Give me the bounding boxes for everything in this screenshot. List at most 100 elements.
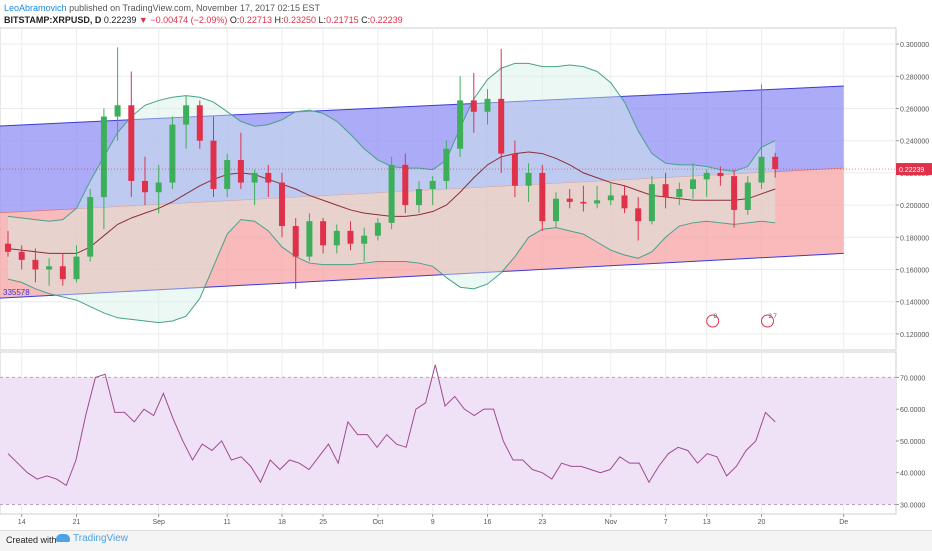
x-tick-label: 14 [18,519,26,526]
x-tick-label: 21 [73,519,81,526]
y-tick-label: 0.260000 [900,107,929,114]
y-tick-label: 0.120000 [900,332,929,339]
candle [279,182,285,227]
candle [607,195,614,201]
candle [251,172,258,183]
candle [347,230,354,244]
candle [333,230,340,246]
x-tick-label: 11 [224,519,231,526]
x-tick-label: 9 [431,519,435,526]
rsi-tick-label: 40.0000 [900,471,925,478]
event-flag-icon [706,314,720,328]
candle [662,184,669,198]
candle [224,160,231,189]
candle [429,180,436,189]
candle [5,243,11,252]
high-label: H: [274,15,284,25]
candle [511,153,518,186]
candle [731,176,738,210]
candle [443,148,450,181]
created-with-label: Created with [6,535,57,545]
candle [87,197,94,257]
side-value-label: 335578 [3,288,30,297]
last-price-tag-label: 0.22239 [899,167,924,174]
candle [703,172,710,180]
event-flag-label: 8 [714,314,718,320]
event-flag-icon [761,314,774,328]
candle [196,105,203,141]
rsi-tick-label: 50.0000 [900,439,925,446]
candle [580,201,587,204]
candle [306,221,313,257]
symbol-name: BITSTAMP:XRPUSD, D [4,15,102,25]
candle [169,124,176,183]
price-change: ▼ −0.00474 (−2.09%) [138,15,228,25]
low-value: 0.21715 [326,15,359,25]
x-tick-label: 23 [538,519,546,526]
x-tick-label: 18 [278,519,286,526]
candle [717,172,724,177]
publish-line: LeoAbramovich published on TradingView.c… [4,2,403,14]
chart-header: LeoAbramovich published on TradingView.c… [4,2,403,26]
cloud-icon [56,534,70,543]
candle [46,266,53,270]
y-tick-label: 0.300000 [900,42,929,49]
candle [484,98,491,112]
close-label: C: [361,15,371,25]
publish-info: published on TradingView.com, November 1… [69,3,321,13]
candle [265,172,272,183]
channel-lower-line [0,252,844,299]
candle [676,189,683,198]
x-tick-label: Nov [605,519,618,526]
candle [237,160,244,183]
x-tick-label: 20 [758,519,766,526]
close-value: 0.22239 [370,15,403,25]
y-tick-label: 0.180000 [900,235,929,242]
y-tick-label: 0.140000 [900,300,929,307]
candle [128,105,135,181]
open-label: O: [229,15,240,25]
tradingview-logo[interactable]: TradingView [56,533,128,544]
candle [388,164,395,223]
candle [292,226,299,257]
price-chart[interactable]: 0.120000 0.140000 0.160000 0.180000 0.200000… [0,0,932,530]
candle [142,180,148,193]
candle [648,184,655,222]
candle [183,105,190,125]
candle [100,116,107,198]
candle [320,221,327,246]
candle [457,100,464,149]
x-tick-label: Sep [152,519,165,526]
candle [566,198,573,202]
author-link[interactable]: LeoAbramovich [4,3,67,13]
candle [374,222,381,236]
x-tick-label: De [839,519,848,526]
low-label: L: [318,15,327,25]
rsi-tick-label: 70.0000 [900,375,925,382]
tradingview-brand: TradingView [73,533,129,544]
last-price-tag [896,163,932,176]
rsi-tick-label: 30.0000 [900,502,925,509]
rsi-tick-label: 60.0000 [900,407,925,414]
candle [114,105,121,117]
y-tick-label: 0.200000 [900,203,929,210]
y-tick-label: 0.240000 [900,139,929,146]
symbol-line: BITSTAMP:XRPUSD, D 0.22239 ▼ −0.00474 (−… [4,14,403,26]
candle [470,100,477,112]
high-value: 0.23250 [283,15,317,25]
event-flag-label: 2 7 [769,314,778,320]
candle [553,198,559,222]
candle [402,164,409,206]
candle [32,259,39,270]
candle [690,179,696,189]
open-value: 0.22713 [239,15,272,25]
candle [621,195,628,209]
x-tick-label: 13 [703,519,711,526]
candle [744,182,751,210]
x-tick-label: Oct [372,519,383,526]
candle [594,200,601,204]
candle [361,235,368,244]
footer-bar: Created with TradingView [0,530,932,551]
last-price: 0.22239 [103,15,137,25]
candle [155,182,162,193]
